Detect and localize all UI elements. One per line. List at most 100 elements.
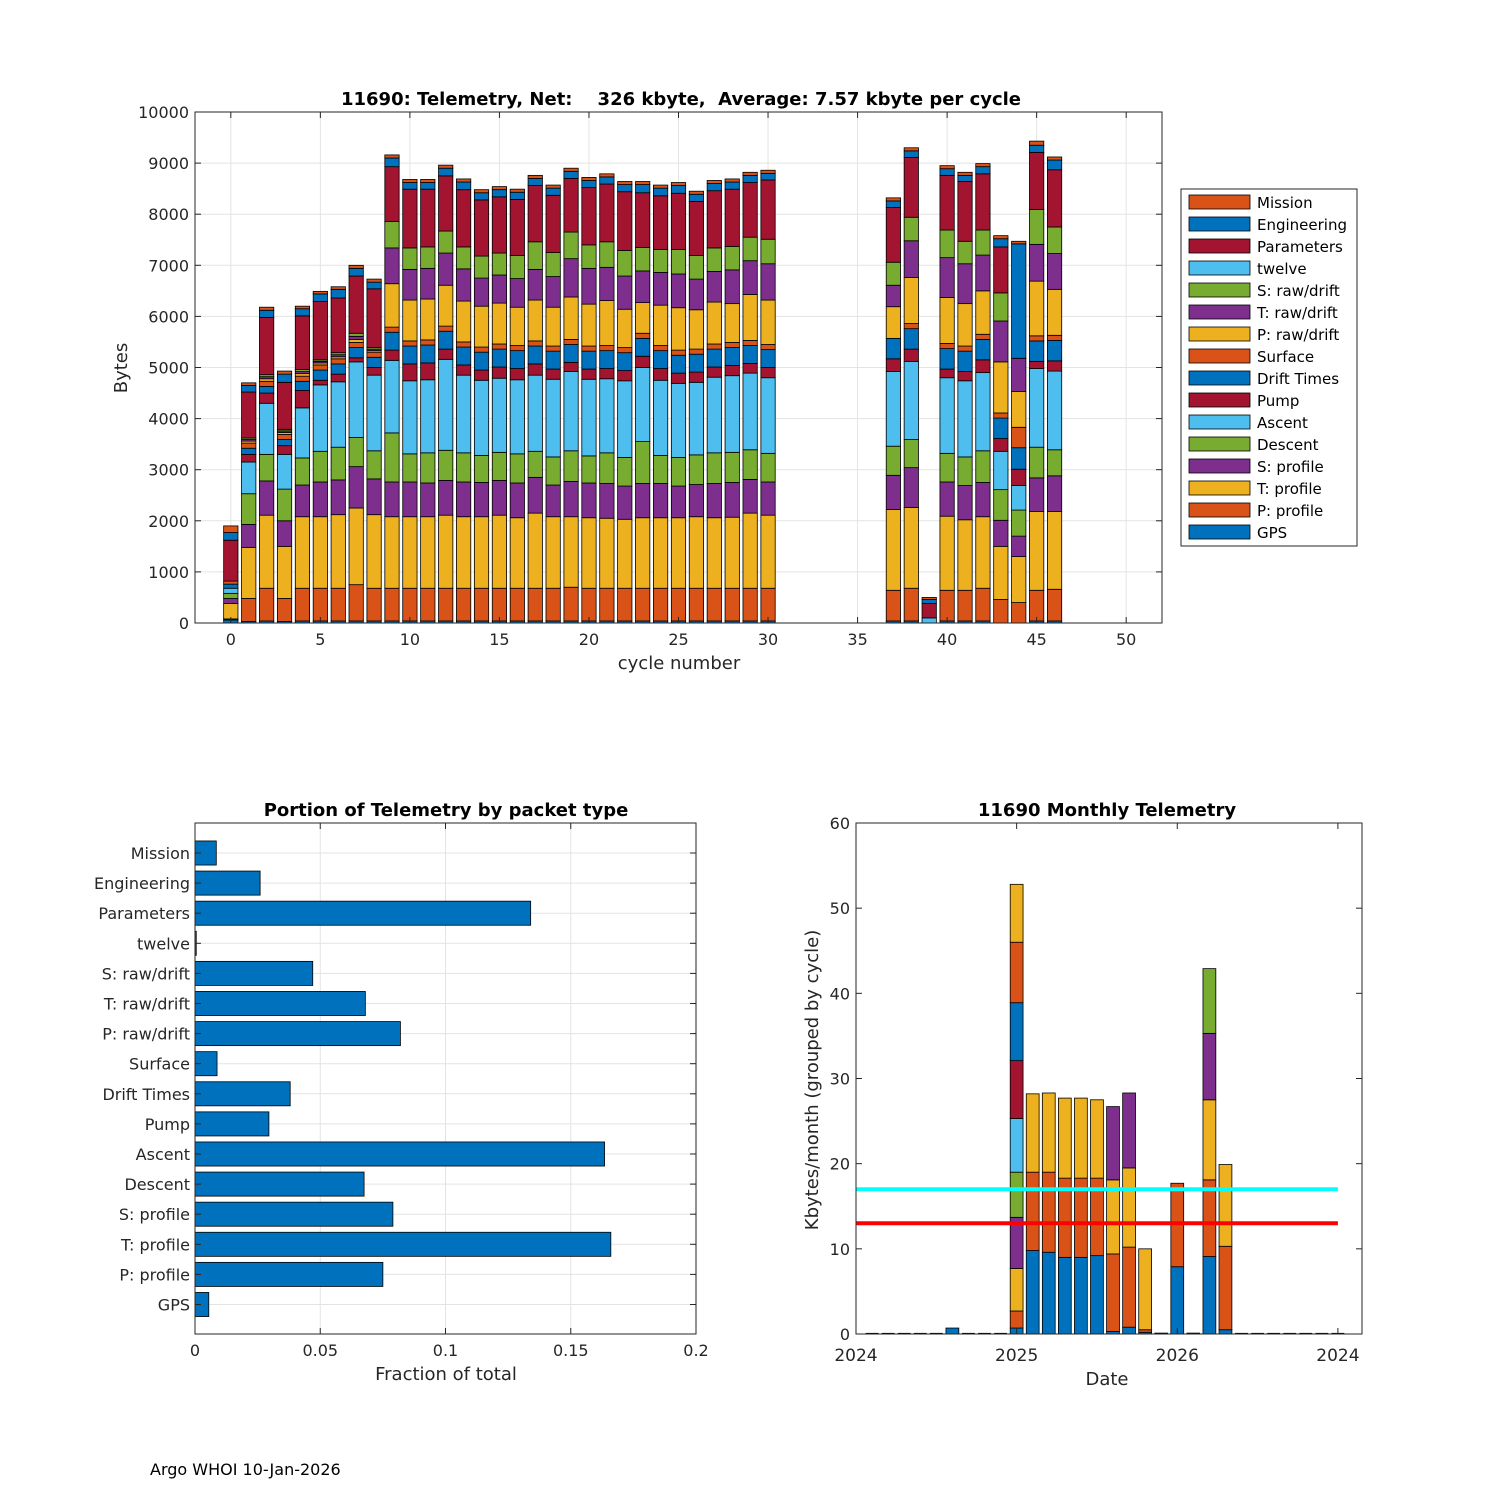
bar-segment-engineering — [742, 174, 758, 183]
bar-segment-p-raw-drift — [635, 302, 651, 334]
bar-segment-p-profile — [724, 587, 740, 622]
bar-segment-t-raw-drift — [688, 278, 704, 311]
bar-segment-t-profile — [402, 516, 418, 589]
bar-segment-engineering — [617, 184, 633, 193]
bar-segment-t-profile — [742, 512, 758, 589]
month-segment — [1122, 1167, 1136, 1248]
bar-segment-p-profile — [348, 584, 364, 622]
bar-segment-p-raw-drift — [670, 307, 687, 351]
bar-segment-t-raw-drift — [724, 269, 740, 305]
bar-segment-ascent — [509, 379, 525, 455]
bar-segment-descent — [975, 450, 991, 483]
bar-segment-drift-times — [617, 352, 633, 371]
packet-portion-chart: 0 0.05 0.1 0.15 0.2 Mission Engineering Paramet… — [94, 800, 709, 1385]
bar-segment-t-raw-drift — [617, 275, 633, 310]
month-segment — [1122, 1246, 1136, 1328]
br-xtick-label: 2025 — [995, 1346, 1038, 1366]
month-bar-16 — [1106, 1106, 1120, 1335]
bar-segment-surface — [724, 342, 740, 348]
br-ytick-label: 20 — [830, 1155, 850, 1174]
bar-segment-drift-times — [438, 330, 454, 350]
bar-segment-s-raw-drift — [599, 241, 615, 268]
month-segment — [1041, 1092, 1056, 1173]
bar-segment-engineering — [975, 166, 991, 175]
bar-segment-p-profile — [635, 587, 651, 622]
cycle-bar-14 — [473, 189, 490, 624]
bar-segment-s-profile — [599, 483, 615, 519]
bar-segment-p-raw-drift — [545, 306, 561, 347]
bar-segment-descent — [312, 450, 328, 483]
bar-segment-drift-times — [456, 346, 472, 366]
br-ytick-label: 40 — [830, 984, 850, 1003]
bl-category-label: Drift Times — [102, 1085, 190, 1104]
bar-segment-parameters — [456, 189, 472, 248]
bar-segment-engineering — [330, 288, 346, 299]
bar-segment-surface — [348, 342, 364, 348]
bar-segment-descent — [527, 450, 543, 478]
footer-text: Argo WHOI 10-Jan-2026 — [150, 1460, 341, 1479]
bar-segment-p-profile — [617, 587, 633, 622]
legend-item: S: raw/drift — [1188, 282, 1340, 300]
month-segment — [1058, 1097, 1072, 1179]
bar-segment-p-profile — [903, 587, 919, 622]
bar-segment-p-profile — [957, 589, 973, 622]
bar-segment-engineering — [993, 238, 1009, 248]
bar-segment-p-profile — [473, 587, 490, 622]
legend-label: Pump — [1257, 392, 1299, 410]
bar-segment-s-profile — [276, 520, 293, 547]
bar-segment-surface — [1029, 335, 1045, 342]
cycle-bar-46 — [1046, 156, 1063, 624]
bl-bars — [194, 840, 612, 1317]
bl-bar-s-profile — [194, 1201, 394, 1227]
cycle-bar-7 — [348, 264, 364, 624]
bar-segment-pump — [670, 372, 687, 384]
bar-segment-p-profile — [670, 587, 687, 622]
bar-segment-drift-times — [688, 353, 704, 373]
bar-segment-parameters — [957, 181, 973, 242]
month-segment — [1122, 1326, 1136, 1335]
bar-segment-descent — [545, 456, 561, 486]
bar-segment-t-raw-drift — [1029, 243, 1045, 282]
bar-segment-t-profile — [294, 516, 311, 589]
bar-segment-drift-times — [563, 344, 579, 363]
bar-segment-s-profile — [259, 480, 275, 516]
bar-segment-pump — [635, 355, 651, 368]
legend-label: P: profile — [1257, 502, 1323, 520]
legend-item: Mission — [1188, 194, 1313, 212]
monthly-telemetry-chart: 0 10 20 30 40 50 60 2024 2025 2026 2024 11690 Mont… — [802, 800, 1363, 1390]
bar-segment-t-raw-drift — [527, 268, 543, 301]
bar-segment-engineering — [903, 150, 919, 158]
bar-segment-surface — [276, 434, 293, 440]
bar-segment-s-raw-drift — [456, 246, 472, 270]
bar-segment-mission — [384, 154, 400, 159]
top-xtick-label: 35 — [847, 630, 867, 649]
bar-segment-drift-times — [1029, 340, 1045, 362]
bl-bar-engineering — [194, 870, 261, 896]
bar-segment-drift-times — [509, 350, 525, 369]
bar-segment-drift-times — [527, 345, 543, 365]
bl-category-label: P: raw/drift — [102, 1025, 190, 1044]
bar-segment-p-profile — [456, 587, 472, 622]
bar-segment-ascent — [724, 375, 740, 453]
cycle-bar-3 — [276, 370, 293, 624]
bar-segment-descent — [223, 592, 239, 599]
legend-item: S: profile — [1188, 458, 1324, 476]
bar-segment-t-raw-drift — [635, 270, 651, 304]
bar-segment-engineering — [921, 599, 937, 604]
legend-label: GPS — [1257, 524, 1287, 542]
bar-segment-pump — [276, 445, 293, 455]
bar-segment-p-profile — [760, 587, 776, 622]
cycle-bar-41 — [957, 171, 973, 624]
bar-segment-t-profile — [939, 515, 955, 591]
bar-segment-drift-times — [599, 350, 615, 369]
bar-segment-t-profile — [545, 516, 561, 589]
bar-segment-p-raw-drift — [957, 303, 973, 347]
bar-segment-s-raw-drift — [402, 247, 418, 270]
bar-segment-parameters — [993, 246, 1009, 294]
bl-ticks: 0 0.05 0.1 0.15 0.2 Mission Engineering Paramet… — [94, 823, 709, 1360]
bar-segment-s-raw-drift — [903, 216, 919, 242]
bar-segment-pump — [742, 363, 758, 374]
month-segment — [1009, 941, 1024, 1004]
bar-segment-s-profile — [939, 481, 955, 517]
bar-segment-s-profile — [957, 485, 973, 521]
